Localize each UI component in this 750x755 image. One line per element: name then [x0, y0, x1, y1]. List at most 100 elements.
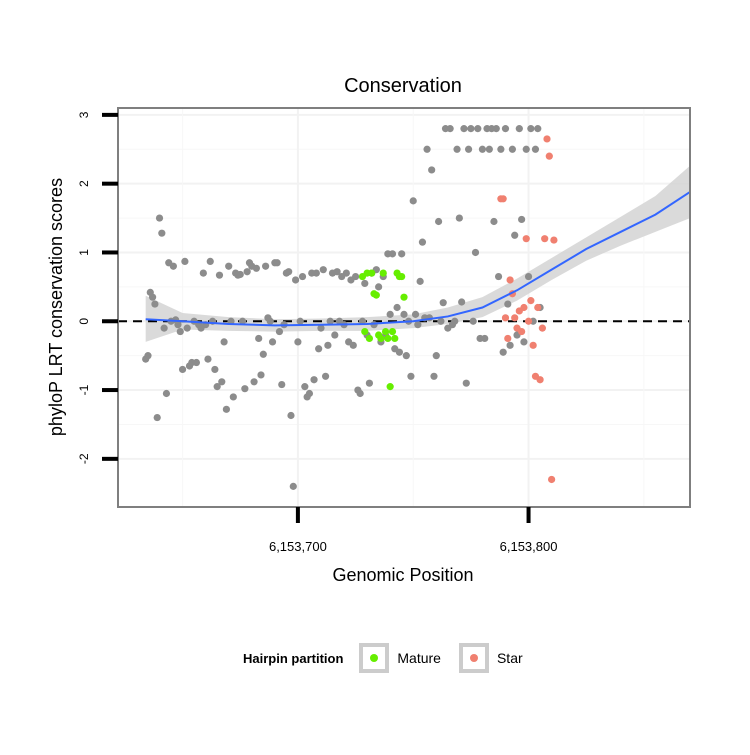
data-point-other: [494, 272, 503, 281]
data-point-other: [326, 317, 334, 325]
data-point-other: [315, 345, 323, 353]
data-point-other: [321, 372, 330, 380]
data-point-other: [178, 365, 187, 374]
data-point-other: [416, 277, 424, 285]
data-point-other: [144, 352, 152, 360]
data-point-other: [291, 276, 300, 284]
y-tick-label: 2: [77, 180, 91, 187]
data-point-other: [268, 338, 277, 346]
y-tick-label: -1: [77, 384, 91, 395]
data-point-star: [520, 303, 528, 312]
data-point-other: [238, 317, 247, 325]
data-point-other: [351, 272, 360, 281]
data-point-other: [262, 262, 270, 270]
data-point-other: [386, 310, 394, 318]
data-point-other: [192, 358, 201, 367]
data-point-other: [285, 268, 293, 276]
data-point-other: [497, 145, 505, 153]
legend-key-star: [458, 643, 489, 673]
data-point-star: [506, 276, 514, 284]
data-point-other: [527, 125, 535, 133]
data-point-other: [153, 413, 161, 422]
data-point-other: [273, 259, 281, 267]
data-point-other: [222, 405, 231, 413]
data-point-other: [174, 321, 182, 329]
data-point-other: [469, 317, 477, 325]
data-point-other: [467, 125, 475, 133]
data-point-other: [432, 352, 440, 360]
data-point-star: [501, 314, 510, 322]
data-point-other: [298, 272, 307, 281]
data-point-other: [225, 262, 233, 270]
data-point-other: [365, 379, 374, 387]
data-point-other: [317, 324, 325, 332]
data-point-other: [418, 238, 427, 246]
data-point-other: [312, 269, 320, 277]
data-point-other: [259, 350, 267, 358]
data-point-star: [504, 334, 512, 343]
data-point-other: [213, 383, 221, 391]
data-point-mature: [384, 334, 392, 343]
data-point-other: [199, 269, 207, 277]
data-point-other: [439, 299, 447, 307]
data-point-star: [524, 317, 533, 325]
data-point-other: [423, 145, 431, 153]
data-point-other: [206, 257, 214, 266]
data-point-other: [531, 145, 540, 153]
x-axis-label: Genomic Position: [332, 565, 473, 585]
data-point-other: [229, 393, 237, 401]
data-point-other: [481, 334, 489, 343]
data-point-other: [361, 279, 369, 288]
data-point-other: [508, 145, 517, 153]
legend-title: Hairpin partition: [243, 650, 344, 666]
data-point-other: [471, 248, 480, 257]
chart-title: Conservation: [344, 75, 462, 97]
data-point-other: [524, 272, 533, 281]
y-tick-label: -2: [77, 453, 91, 464]
data-point-other: [464, 145, 473, 153]
data-point-other: [151, 300, 159, 308]
data-point-star: [518, 327, 526, 336]
data-point-other: [522, 145, 530, 153]
data-point-other: [148, 293, 157, 301]
legend: Hairpin partition Mature Star: [243, 640, 533, 676]
data-point-other: [211, 365, 219, 374]
data-point-other: [266, 317, 274, 325]
data-point-mature: [381, 327, 390, 336]
data-point-other: [407, 372, 415, 380]
data-point-other: [375, 283, 383, 291]
data-point-other: [506, 341, 514, 349]
data-point-star: [522, 235, 530, 243]
data-point-mature: [400, 293, 408, 301]
data-point-other: [398, 250, 406, 258]
y-axis-label: phyloP LRT conservation scores: [46, 178, 66, 436]
data-point-other: [287, 411, 295, 420]
legend-swatch-star: [469, 654, 478, 662]
data-point-star: [499, 195, 507, 203]
data-point-other: [176, 327, 184, 336]
data-point-other: [462, 379, 470, 387]
y-tick-label: 0: [77, 318, 91, 325]
data-point-other: [395, 348, 403, 356]
data-point-other: [501, 125, 510, 133]
data-point-other: [275, 327, 284, 336]
data-point-other: [490, 217, 498, 226]
data-point-other: [393, 303, 401, 312]
data-point-other: [236, 270, 244, 279]
data-point-other: [183, 324, 191, 332]
legend-key-mature: [359, 643, 390, 673]
data-point-other: [534, 125, 542, 133]
data-point-star: [534, 303, 542, 312]
data-point-other: [252, 264, 260, 272]
data-point-other: [511, 231, 519, 239]
data-point-other: [492, 125, 500, 133]
data-point-star: [538, 324, 546, 332]
data-point-other: [400, 310, 408, 318]
data-point-mature: [368, 269, 376, 277]
data-point-other: [324, 341, 332, 349]
data-point-other: [402, 352, 410, 360]
data-point-other: [294, 338, 302, 346]
x-tick-label: 6,153,800: [500, 539, 558, 554]
